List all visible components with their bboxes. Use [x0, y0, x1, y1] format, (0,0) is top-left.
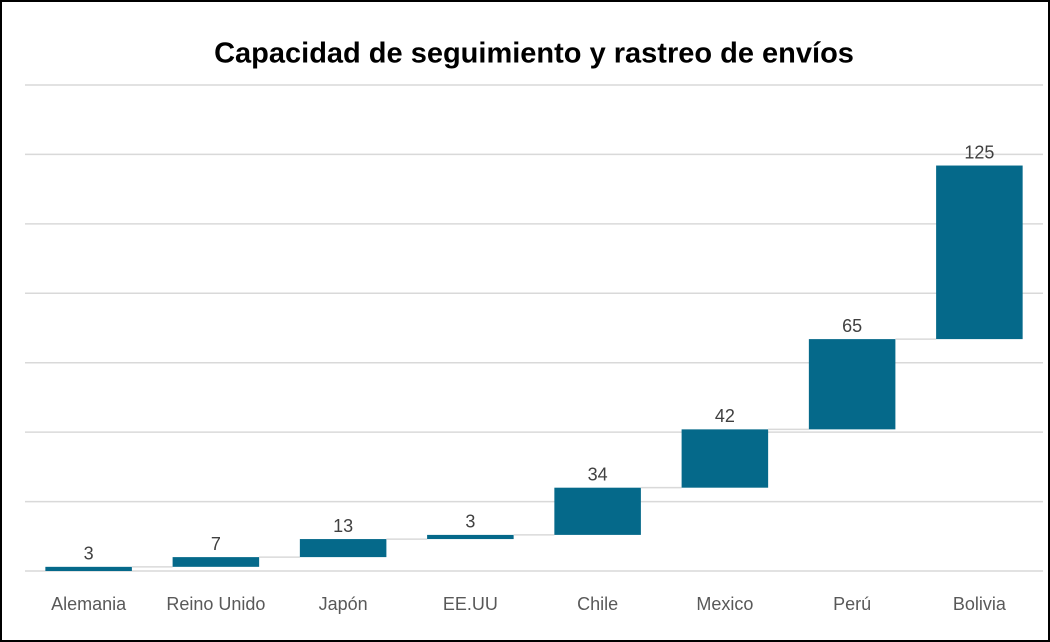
- bar: [427, 534, 514, 540]
- bar: [554, 487, 641, 535]
- bar: [172, 557, 260, 567]
- x-tick-label: Chile: [577, 594, 618, 614]
- data-label: 125: [964, 142, 994, 162]
- data-label: 65: [842, 316, 862, 336]
- x-tick-label: Alemania: [51, 594, 127, 614]
- x-tick-label: Reino Unido: [166, 594, 265, 614]
- bar: [45, 566, 132, 571]
- chart-title: Capacidad de seguimiento y rastreo de en…: [214, 38, 854, 70]
- data-label: 34: [588, 464, 608, 484]
- data-label: 13: [333, 516, 353, 536]
- x-tick-label: EE.UU: [443, 594, 498, 614]
- bar: [936, 165, 1023, 340]
- data-label: 7: [211, 534, 221, 554]
- bar: [808, 339, 896, 430]
- bar: [299, 539, 387, 558]
- x-tick-label: Perú: [833, 594, 871, 614]
- data-label: 3: [84, 544, 94, 564]
- x-tick-label: Bolivia: [953, 594, 1007, 614]
- data-label: 3: [465, 512, 475, 532]
- x-tick-label: Mexico: [696, 594, 753, 614]
- x-tick-label: Japón: [319, 594, 368, 614]
- bar: [681, 429, 769, 488]
- data-label: 42: [715, 406, 735, 426]
